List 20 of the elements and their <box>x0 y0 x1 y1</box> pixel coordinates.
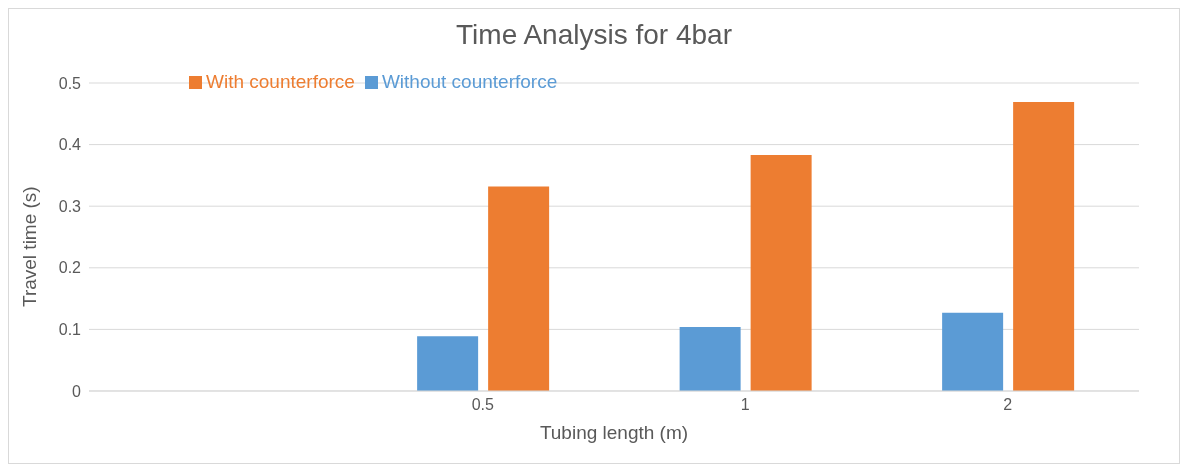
x-tick-label: 0.5 <box>471 396 494 414</box>
bar <box>417 336 479 391</box>
y-tick-label: 0.4 <box>58 136 82 154</box>
y-tick-label: 0.3 <box>58 197 82 215</box>
x-tick-label: 2 <box>1003 396 1013 414</box>
bar <box>750 155 812 391</box>
legend-label: Without counterforce <box>381 71 558 92</box>
y-tick-label: 0 <box>72 382 82 400</box>
bar <box>942 312 1004 391</box>
bar <box>679 326 741 391</box>
y-axis-title: Travel time (s) <box>18 186 40 307</box>
bar <box>1013 102 1075 391</box>
y-tick-label: 0.1 <box>58 321 82 339</box>
legend-label: With counterforce <box>206 71 355 92</box>
chart-title: Time Analysis for 4bar <box>455 19 733 51</box>
y-tick-label: 0.5 <box>58 74 82 92</box>
x-tick-label: 1 <box>740 396 750 414</box>
x-axis-title: Tubing length (m) <box>539 422 689 444</box>
bar <box>488 186 550 391</box>
y-tick-label: 0.2 <box>58 259 82 277</box>
